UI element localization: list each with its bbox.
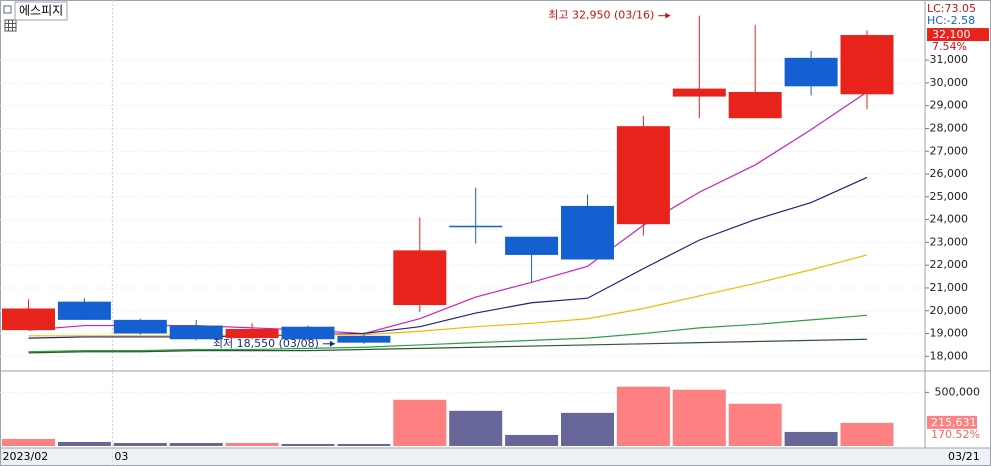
annotation: 최저 18,550 (03/08) (213, 337, 319, 350)
volume-bar (2, 438, 55, 446)
volume-bar (840, 422, 894, 446)
candle-body (784, 57, 838, 87)
volume-bar (449, 410, 503, 446)
grid-icon[interactable] (4, 19, 17, 32)
candle-body (225, 328, 279, 339)
volume-change-label: 170.52% (931, 428, 980, 441)
annotation: 최고 32,950 (03/16) (548, 9, 654, 22)
candle-body (672, 88, 726, 97)
x-axis-strip (0, 447, 991, 466)
volume-bar (672, 389, 726, 446)
y-tick-label: 25,000 (930, 190, 969, 203)
annotation-arrowhead (329, 340, 335, 347)
candle-body (281, 326, 335, 340)
y-tick-label: 29,000 (930, 99, 969, 112)
y-tick-label: 30,000 (930, 76, 969, 89)
volume-label: 215,631 (931, 416, 977, 429)
y-tick-label: 28,000 (930, 121, 969, 134)
y-tick-label: 24,000 (930, 213, 969, 226)
y-tick-label: 31,000 (930, 53, 969, 66)
y-tick-label: 27,000 (930, 144, 969, 157)
volume-bar (113, 442, 167, 446)
volume-bar (616, 386, 670, 446)
last-price-label: 32,100 (932, 28, 971, 41)
volume-bar (169, 442, 223, 446)
volume-bar (337, 443, 391, 446)
lc-label: LC:73.05 (927, 2, 976, 15)
candle-body (393, 250, 447, 306)
candle-body (57, 301, 111, 320)
x-tick-label: 03 (114, 450, 128, 463)
moving-average (28, 314, 868, 353)
volume-bar (393, 399, 447, 446)
volume-bar (57, 441, 111, 446)
y-tick-label: 21,000 (930, 281, 969, 294)
y-tick-label: 18,000 (930, 349, 969, 362)
y-tick-label: 22,000 (930, 258, 969, 271)
volume-bar (561, 412, 614, 446)
annotation-arrowhead (665, 12, 671, 19)
volume-bar (225, 442, 279, 446)
y-tick-label: 19,000 (930, 327, 969, 340)
candle-body (561, 205, 614, 260)
volume-label-box (927, 415, 977, 429)
candle-body (505, 236, 559, 255)
candle-body (169, 325, 223, 340)
candle-body (337, 335, 391, 343)
candle-body (113, 319, 167, 334)
moving-average (28, 338, 868, 354)
y-tick-label: 23,000 (930, 235, 969, 248)
last-price-box (927, 28, 989, 42)
moving-average (28, 91, 868, 335)
candle-body (2, 308, 55, 331)
y-tick-label: 500,000 (935, 385, 981, 398)
change-label: 7.54% (932, 40, 967, 53)
candle-body (616, 126, 670, 225)
x-tick-label: 2023/02 (3, 450, 49, 463)
candle-body (840, 35, 894, 95)
hc-label: HC:-2.58 (927, 14, 975, 27)
chart-title: 에스피지 (19, 4, 63, 18)
moving-average (28, 176, 868, 339)
grid-icon-lines (5, 20, 16, 31)
y-tick-label: 26,000 (930, 167, 969, 180)
menu-icon[interactable] (3, 5, 12, 14)
volume-bar (281, 443, 335, 446)
volume-bar (784, 431, 838, 446)
volume-bar (505, 434, 559, 446)
candle-body (728, 92, 782, 119)
moving-average (28, 254, 868, 337)
x-tick-label: 03/21 (948, 450, 980, 463)
y-tick-label: 20,000 (930, 304, 969, 317)
volume-bar (728, 403, 782, 446)
title-box[interactable] (14, 1, 68, 21)
